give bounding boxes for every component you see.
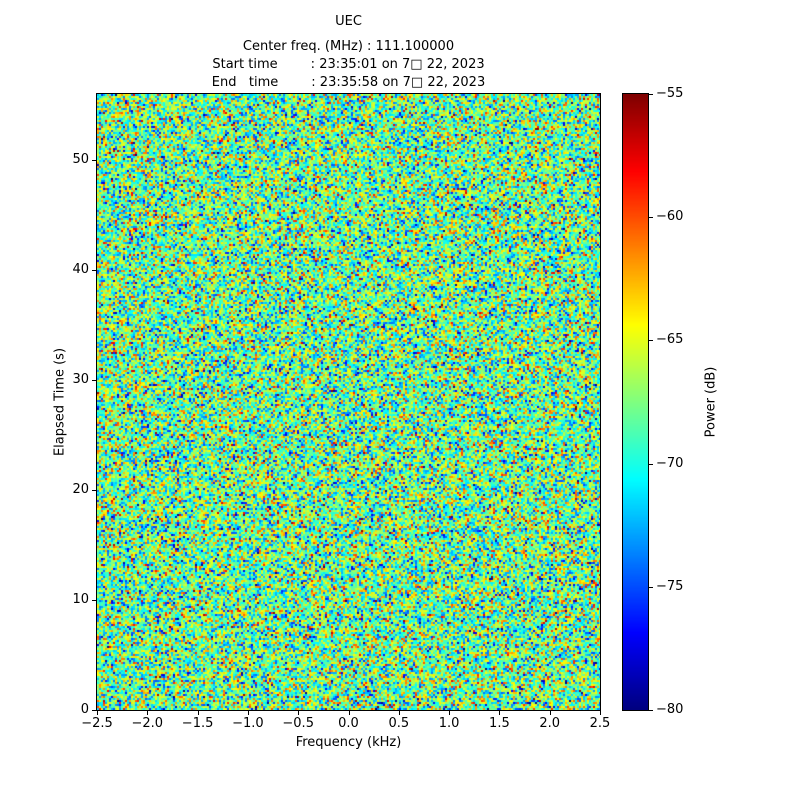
y-tick-label: 30 [72,372,89,387]
colorbar-tick-label: −80 [656,702,684,717]
colorbar-tick-label: −70 [656,455,684,471]
x-tick-mark [449,711,451,715]
y-tick-label: 40 [72,262,89,277]
end-time-line: End time : 23:35:58 on 7□ 22, 2023 [211,75,486,90]
y-tick-mark [92,270,96,271]
x-tick-label: 0.0 [338,716,359,731]
x-tick-mark [197,711,199,715]
x-tick-label: 2.5 [589,716,611,731]
chart-title: UEC [335,14,362,29]
x-tick-mark [97,711,98,715]
colorbar-label: Power (dB) [703,366,719,438]
x-tick-label: 1.0 [438,716,460,731]
y-tick-mark [92,710,96,711]
x-tick-mark [499,711,501,715]
y-tick-label: 50 [72,152,89,167]
center-frequency-line: Center freq. (MHz) : 111.100000 [242,39,455,54]
x-tick-label: 0.5 [388,716,410,731]
colorbar-tick-mark [649,463,653,465]
y-tick-label: 20 [72,482,89,497]
x-tick-mark [600,711,601,715]
spectrogram-heatmap [97,94,600,710]
x-tick-label: −2.0 [131,716,164,731]
x-tick-mark [549,711,551,715]
x-axis-label: Frequency (kHz) [295,735,402,750]
x-tick-mark [298,711,300,715]
y-axis-label: Elapsed Time (s) [52,347,68,457]
x-tick-mark [247,711,249,715]
colorbar-tick-label: −75 [656,578,684,594]
x-tick-label: −0.5 [282,716,314,731]
colorbar-tick-label: −55 [656,86,684,101]
colorbar-tick-label: −65 [656,332,684,348]
x-tick-label: −1.5 [181,716,214,731]
colorbar-tick-mark [649,94,653,95]
colorbar-tick-mark [649,586,653,588]
colorbar-gradient [623,94,648,710]
x-tick-mark [147,711,149,715]
x-tick-mark [348,711,350,715]
x-tick-label: −1.0 [232,716,264,731]
x-tick-label: 1.5 [489,716,510,731]
colorbar-tick-mark [649,710,653,711]
colorbar-tick-label: −60 [656,209,684,225]
start-time-line: Start time : 23:35:01 on 7□ 22, 2023 [212,57,485,72]
x-tick-label: 2.0 [539,716,561,731]
y-tick-mark [92,380,96,381]
y-tick-mark [92,600,96,601]
colorbar-tick-mark [649,217,653,219]
x-tick-mark [398,711,400,715]
y-tick-mark [92,160,96,161]
y-tick-label: 0 [80,702,89,717]
x-tick-label: −2.5 [81,716,113,731]
y-tick-mark [92,490,96,491]
colorbar-tick-mark [649,340,653,342]
y-tick-label: 10 [72,592,89,607]
